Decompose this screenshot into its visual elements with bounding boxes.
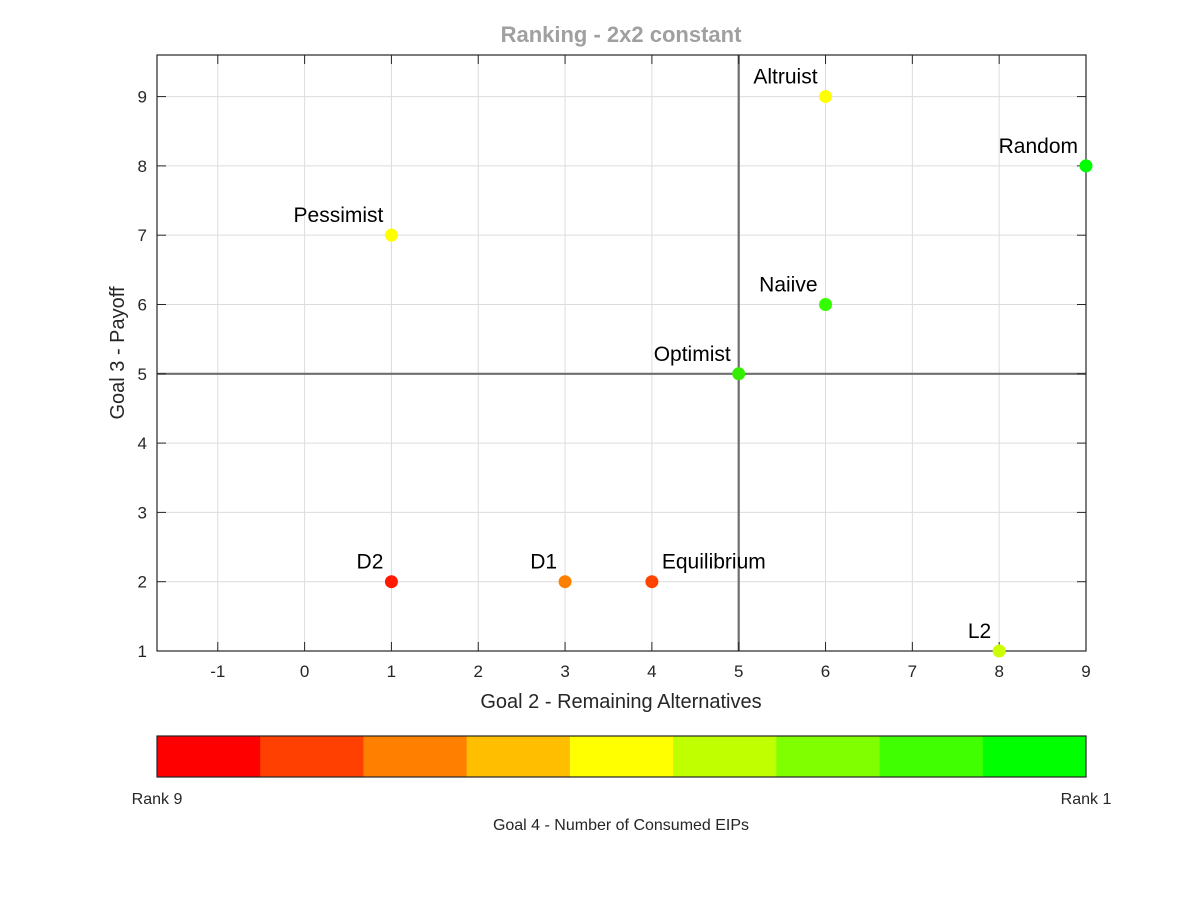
colorbar-segment (260, 736, 364, 777)
colorbar-segment (363, 736, 468, 777)
y-tick-label: 3 (138, 503, 147, 522)
data-point-l2 (992, 644, 1006, 658)
data-label-equilibrium: Equilibrium (662, 551, 766, 574)
data-point-altruist (819, 90, 833, 104)
data-point-d2 (384, 575, 398, 589)
colorbar-frame (156, 735, 1087, 778)
y-axis-label: Goal 3 - Payoff (107, 286, 129, 419)
colorbar-segment (157, 736, 261, 777)
x-tick-label: 1 (387, 662, 396, 681)
data-label-d2: D2 (357, 551, 384, 574)
y-tick-label: 1 (138, 642, 147, 661)
data-point-equilibrium (645, 575, 659, 589)
x-tick-label: 8 (994, 662, 1003, 681)
x-tick-label: 2 (474, 662, 483, 681)
colorbar-segment (466, 736, 571, 777)
x-axis-label: Goal 2 - Remaining Alternatives (480, 691, 761, 713)
data-points: Altruist Random Pessimist Naiive Optimist D2 D… (294, 66, 1093, 658)
colorbar-segment (982, 736, 1087, 777)
x-tick-label: 6 (821, 662, 830, 681)
x-tick-label: 3 (560, 662, 569, 681)
x-tick-label: 0 (300, 662, 309, 681)
colorbar-title: Goal 4 - Number of Consumed EIPs (493, 817, 749, 834)
data-label-optimist: Optimist (654, 343, 731, 366)
colorbar (156, 735, 1087, 778)
y-tick-label: 9 (138, 88, 147, 107)
data-label-random: Random (999, 135, 1078, 158)
colorbar-segment (879, 736, 984, 777)
data-label-naiive: Naiive (759, 273, 817, 296)
y-tick-label: 2 (138, 573, 147, 592)
x-tick-label: 4 (647, 662, 656, 681)
y-tick-label: 5 (138, 365, 147, 384)
colorbar-segment (569, 736, 674, 777)
x-tick-label: 9 (1081, 662, 1090, 681)
data-point-random (1079, 159, 1093, 173)
colorbar-left-label: Rank 9 (132, 791, 183, 808)
colorbar-right-label: Rank 1 (1061, 791, 1112, 808)
data-point-naiive (819, 297, 833, 311)
colorbar-segment (673, 736, 777, 777)
data-label-d1: D1 (530, 551, 557, 574)
plot-frame (156, 54, 1087, 652)
data-label-pessimist: Pessimist (294, 204, 384, 227)
data-point-pessimist (384, 228, 398, 242)
grid-lines (157, 55, 1087, 652)
x-tick-label: 5 (734, 662, 743, 681)
data-point-optimist (732, 367, 746, 381)
x-tick-label: -1 (210, 662, 225, 681)
chart-title: Ranking - 2x2 constant (501, 22, 743, 47)
axis-ticks: -1 0 1 2 3 4 5 6 7 8 9 1 2 3 4 5 6 7 8 9 (138, 55, 1091, 681)
x-tick-label: 7 (908, 662, 917, 681)
y-tick-label: 4 (138, 434, 147, 453)
reference-lines (157, 55, 1086, 651)
data-label-l2: L2 (968, 620, 991, 643)
y-tick-label: 7 (138, 226, 147, 245)
data-label-altruist: Altruist (753, 66, 817, 89)
y-tick-label: 6 (138, 295, 147, 314)
colorbar-segment (776, 736, 881, 777)
data-point-d1 (558, 575, 572, 589)
y-tick-label: 8 (138, 157, 147, 176)
